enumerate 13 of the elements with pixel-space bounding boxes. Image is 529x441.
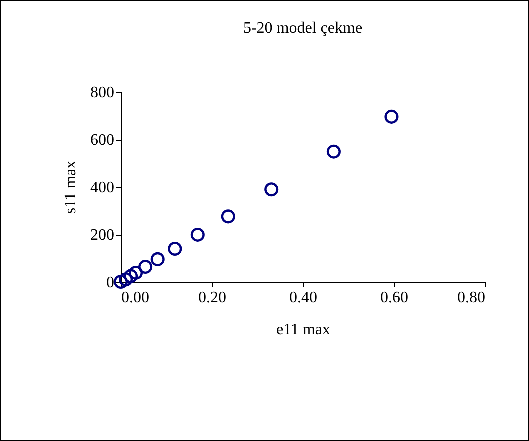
y-tick-label: 200 bbox=[90, 227, 114, 244]
x-tick-label: 0.80 bbox=[458, 290, 486, 306]
y-axis-title: s11 max bbox=[62, 160, 80, 214]
y-tick-label: 600 bbox=[90, 132, 114, 149]
chart-title: 5-20 model çekme bbox=[243, 20, 363, 37]
y-tick-label: 800 bbox=[90, 84, 114, 102]
x-tick-label: 0.00 bbox=[122, 290, 150, 306]
x-axis-title: e11 max bbox=[276, 322, 331, 338]
x-tick-label: 0.60 bbox=[380, 290, 408, 306]
y-tick-label: 400 bbox=[90, 180, 114, 196]
x-tick-label: 0.40 bbox=[290, 290, 318, 306]
x-tick-label: 0.20 bbox=[198, 290, 226, 306]
y-tick-label: 0 bbox=[106, 274, 114, 292]
